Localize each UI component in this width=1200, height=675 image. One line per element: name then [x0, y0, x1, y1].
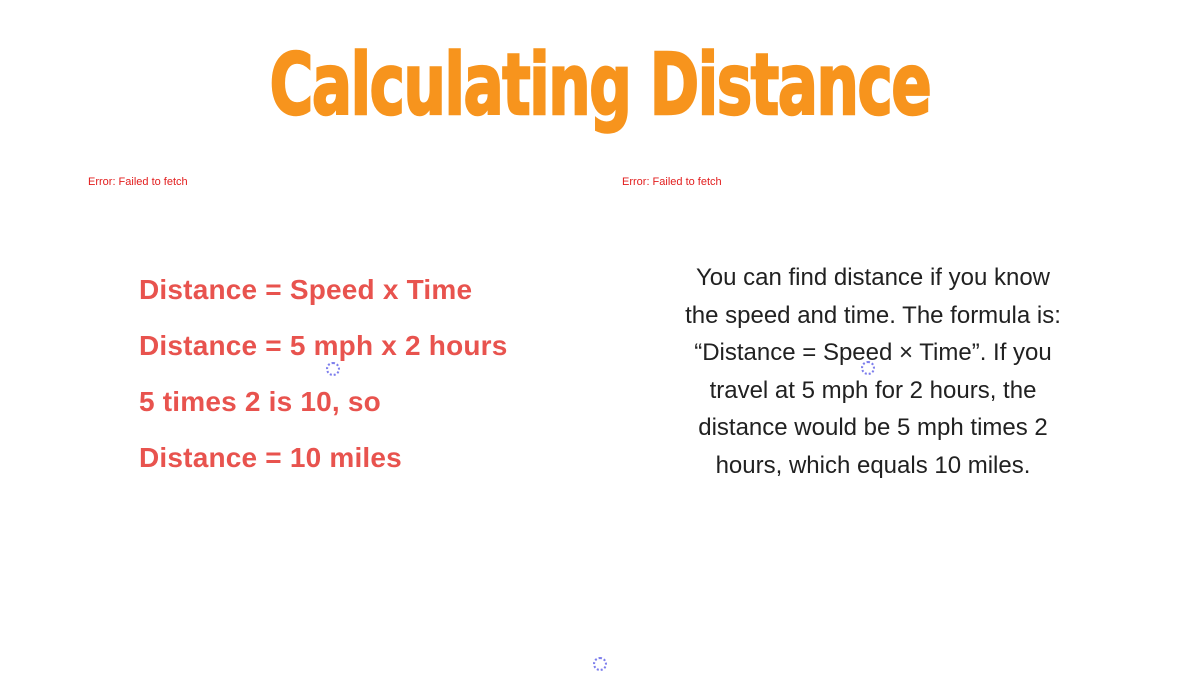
loading-spinner-right: [861, 361, 875, 375]
explanation-line-2: the speed and time. The formula is:: [685, 301, 1061, 329]
formula-line-2: Distance = 5 mph x 2 hours: [139, 330, 508, 361]
formula-line-4: Distance = 10 miles: [139, 442, 402, 473]
formula-line-3: 5 times 2 is 10, so: [139, 386, 381, 417]
explanation-block: You can find distance if you know the sp…: [653, 259, 1093, 484]
formula-line-1: Distance = Speed x Time: [139, 274, 473, 305]
formula-block: Distance = Speed x Time Distance = 5 mph…: [139, 262, 508, 486]
loading-spinner-left: [326, 362, 340, 376]
explanation-line-1: You can find distance if you know: [695, 264, 1050, 291]
slide-title: Calculating Distance: [269, 35, 933, 137]
explanation-line-6: hours, which equals 10 miles.: [715, 451, 1031, 479]
loading-spinner-bottom: [593, 657, 607, 671]
error-message-right: Error: Failed to fetch: [622, 176, 722, 188]
explanation-line-5: distance would be 5 mph times 2: [698, 414, 1048, 441]
explanation-line-4: travel at 5 mph for 2 hours, the: [709, 376, 1037, 404]
explanation-line-3: “Distance = Speed × Time”. If you: [694, 339, 1052, 366]
error-message-left: Error: Failed to fetch: [88, 176, 188, 188]
